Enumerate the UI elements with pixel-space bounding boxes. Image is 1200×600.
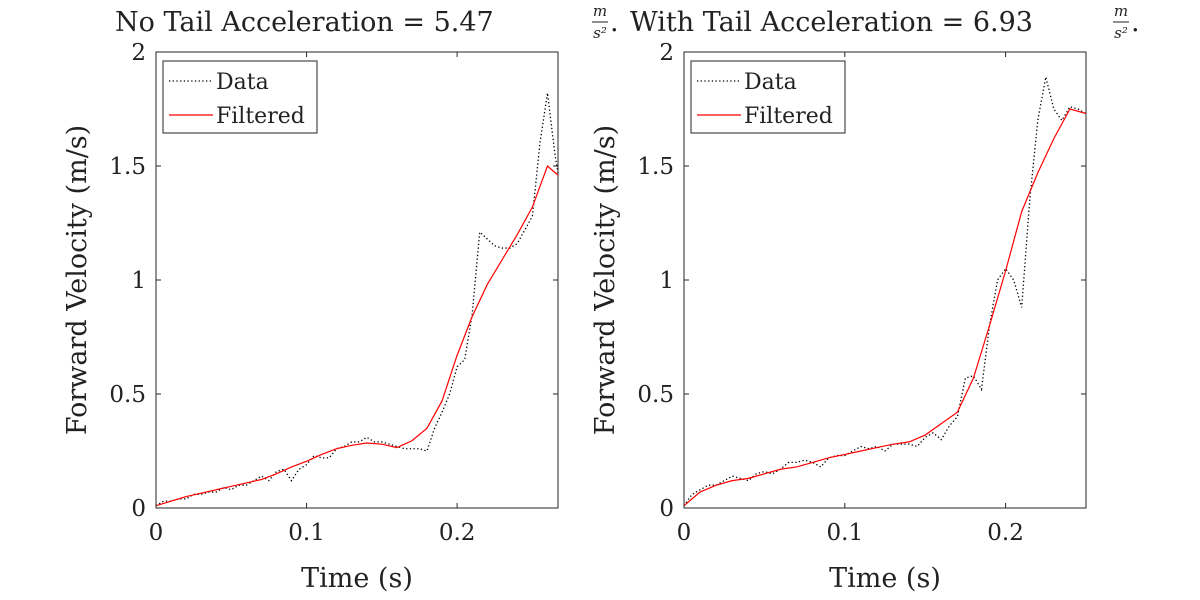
left-y-tick-label: 2 — [131, 40, 146, 66]
right-x-tick-label: 0.1 — [827, 520, 864, 546]
right-legend: Data Filtered — [690, 60, 846, 134]
right-y-tick-label: 0 — [659, 496, 674, 522]
title-left-prefix: No Tail Acceleration = 5.47 — [115, 7, 494, 38]
left-series-data-line — [155, 92, 559, 507]
left-x-axis-label: Time (s) — [301, 563, 413, 594]
right-legend-box — [690, 60, 846, 134]
title-right-prefix: With Tail Acceleration = 6.93 — [630, 7, 1033, 38]
left-legend-label-data: Data — [216, 70, 269, 95]
right-y-tick-label: 1 — [659, 268, 674, 294]
left-x-tick-label: 0 — [149, 520, 164, 546]
title-left-unit-numerator: m — [593, 2, 607, 20]
left-y-axis-label: Forward Velocity (m/s) — [62, 125, 93, 435]
left-legend: Data Filtered — [162, 60, 318, 134]
right-y-tick-label: 1.5 — [637, 154, 674, 180]
right-y-tick-label: 2 — [659, 40, 674, 66]
right-x-axis-label: Time (s) — [829, 563, 941, 594]
right-legend-label-filtered: Filtered — [744, 104, 833, 129]
title-right-unit-numerator: m — [1114, 2, 1128, 20]
title-right-suffix: . — [1131, 7, 1140, 38]
right-y-tick-label: 0.5 — [637, 382, 674, 408]
figure-title-left: No Tail Acceleration = 5.47 m s² . — [115, 2, 619, 42]
right-x-tick-label: 0 — [677, 520, 692, 546]
left-y-tick-label: 1.5 — [109, 154, 146, 180]
left-y-tick-label: 1 — [131, 268, 146, 294]
left-x-tick-label: 0.2 — [439, 520, 476, 546]
left-y-tick-label: 0.5 — [109, 382, 146, 408]
right-y-axis-label: Forward Velocity (m/s) — [590, 125, 621, 435]
left-series-filtered-line — [155, 164, 559, 507]
title-left-suffix: . — [610, 7, 619, 38]
left-x-tick-label: 0.1 — [288, 520, 325, 546]
right-legend-label-data: Data — [744, 70, 797, 95]
left-y-tick-label: 0 — [131, 496, 146, 522]
title-left-unit-denominator: s² — [593, 24, 607, 42]
title-right-unit-denominator: s² — [1114, 24, 1128, 42]
left-legend-box — [162, 60, 318, 134]
plot-right: 0 0.1 0.2 0 0.5 1 1.5 2 Time (s) Forward Velocity… — [590, 40, 1087, 594]
left-legend-label-filtered: Filtered — [216, 104, 305, 129]
right-x-tick-label: 0.2 — [987, 520, 1024, 546]
figure-title-right: With Tail Acceleration = 6.93 m s² . — [630, 2, 1140, 42]
right-series-filtered-line — [683, 108, 1087, 507]
right-series-data-line — [683, 76, 1087, 507]
plot-left: 0 0.1 0.2 0 0.5 1 1.5 2 Time (s) Forward Velocity… — [62, 40, 559, 594]
